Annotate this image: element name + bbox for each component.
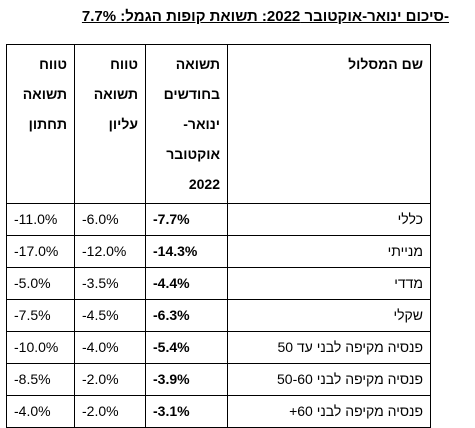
table-row: שקלי -6.3% -4.5% -7.5% (6, 299, 431, 332)
return-cell: -7.7% (145, 203, 228, 236)
table-row: מנייתי -14.3% -12.0% -17.0% (6, 235, 431, 268)
track-name-cell: פנסיה מקיפה לבני עד 50 (227, 331, 431, 364)
track-name-cell: מדדי (227, 267, 431, 300)
lower-range-value: -8.5% (14, 371, 51, 387)
document-title: סיכום ינואר-אוקטובר 2022: תשואת קופות הג… (81, 8, 449, 25)
lower-range-value: -7.5% (14, 307, 51, 323)
return-value: -6.3% (153, 307, 190, 323)
lower-range-value: -5.0% (14, 275, 51, 291)
upper-range-value: -4.5% (82, 307, 119, 323)
upper-range-value: -4.0% (82, 339, 119, 355)
returns-table: שם המסלול תשואה בחודשים ינואר- אוקטובר 2… (6, 44, 431, 428)
upper-range-value: -12.0% (82, 243, 127, 259)
header-return-line: 2022 (188, 176, 220, 192)
return-cell: -4.4% (145, 267, 228, 300)
header-lower-range: טווח תשואה תחתון (6, 44, 75, 204)
lower-range-value: -11.0% (14, 211, 58, 227)
upper-range-value: -3.5% (82, 275, 119, 291)
upper-range-cell: -4.0% (74, 331, 146, 364)
return-value: -4.4% (153, 275, 190, 291)
return-value: -5.4% (153, 339, 190, 355)
table-header-row: שם המסלול תשואה בחודשים ינואר- אוקטובר 2… (6, 44, 431, 204)
return-cell: -5.4% (145, 331, 228, 364)
header-upper-line: תשואה (93, 86, 138, 102)
lower-range-cell: -10.0% (6, 331, 75, 364)
header-upper-line: טווח (110, 56, 138, 72)
table-row: פנסיה מקיפה לבני עד 50 -5.4% -4.0% -10.0… (6, 331, 431, 364)
return-value: -14.3% (153, 243, 198, 259)
lower-range-cell: -5.0% (6, 267, 75, 300)
upper-range-cell: -4.5% (74, 299, 146, 332)
return-cell: -6.3% (145, 299, 228, 332)
upper-range-cell: -6.0% (74, 203, 146, 236)
return-cell: -3.9% (145, 363, 228, 396)
track-name-cell: פנסיה מקיפה לבני 50-60 (227, 363, 431, 396)
header-lower-line: טווח (39, 56, 67, 72)
upper-range-cell: -12.0% (74, 235, 146, 268)
upper-range-cell: -2.0% (74, 363, 146, 396)
header-upper-line: עליון (108, 116, 138, 132)
table-row: פנסיה מקיפה לבני 50-60 -3.9% -2.0% -8.5% (6, 363, 431, 396)
header-return: תשואה בחודשים ינואר- אוקטובר 2022 (145, 44, 228, 204)
return-value: -7.7% (153, 211, 190, 227)
header-return-line: תשואה (175, 56, 220, 72)
lower-range-cell: -11.0% (6, 203, 75, 236)
header-lower-line: תשואה (22, 86, 67, 102)
header-return-line: ינואר- (183, 116, 220, 132)
table-row: מדדי -4.4% -3.5% -5.0% (6, 267, 431, 300)
header-return-line: אוקטובר (166, 146, 220, 162)
lower-range-value: -10.0% (14, 339, 59, 355)
lower-range-cell: -17.0% (6, 235, 75, 268)
header-return-line: בחודשים (163, 86, 220, 102)
return-value: -3.9% (153, 371, 190, 387)
lower-range-value: -17.0% (14, 243, 59, 259)
lower-range-cell: -7.5% (6, 299, 75, 332)
track-name-cell: מנייתי (227, 235, 431, 268)
table-row: כללי -7.7% -6.0% -11.0% (6, 203, 431, 236)
return-cell: -14.3% (145, 235, 228, 268)
track-name-cell: שקלי (227, 299, 431, 332)
upper-range-value: -6.0% (82, 211, 119, 227)
upper-range-cell: -3.5% (74, 267, 146, 300)
header-track-name: שם המסלול (227, 44, 431, 204)
upper-range-value: -2.0% (82, 371, 119, 387)
header-lower-line: תחתון (28, 116, 67, 132)
lower-range-cell: -8.5% (6, 363, 75, 396)
header-upper-range: טווח תשואה עליון (74, 44, 146, 204)
track-name-cell: כללי (227, 203, 431, 236)
